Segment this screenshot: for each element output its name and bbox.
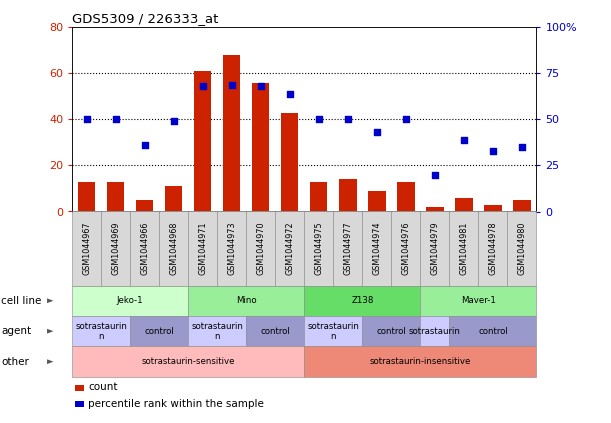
Text: Maver-1: Maver-1 [461, 296, 496, 305]
Text: GSM1044981: GSM1044981 [459, 222, 469, 275]
Point [401, 116, 411, 123]
Text: percentile rank within the sample: percentile rank within the sample [88, 398, 264, 409]
Bar [484, 205, 502, 212]
Point [372, 129, 382, 136]
Text: control: control [260, 327, 290, 336]
Point [82, 116, 92, 123]
Bar [252, 83, 269, 212]
Text: GSM1044970: GSM1044970 [256, 222, 265, 275]
Point [459, 136, 469, 143]
Bar [368, 191, 386, 212]
Bar [426, 207, 444, 212]
Text: Z138: Z138 [351, 296, 373, 305]
Bar [397, 181, 414, 212]
Text: GSM1044975: GSM1044975 [314, 222, 323, 275]
Text: Mino: Mino [236, 296, 257, 305]
Text: GDS5309 / 226333_at: GDS5309 / 226333_at [72, 12, 219, 25]
Text: GSM1044974: GSM1044974 [372, 222, 381, 275]
Bar [455, 198, 473, 212]
Point [140, 142, 150, 148]
Text: sotrastaurin
n: sotrastaurin n [307, 321, 359, 341]
Point [111, 116, 120, 123]
Point [517, 144, 527, 151]
Point [314, 116, 324, 123]
Text: control: control [144, 327, 174, 336]
Bar [281, 113, 299, 212]
Text: Jeko-1: Jeko-1 [117, 296, 144, 305]
Bar [165, 186, 182, 212]
Point [488, 147, 498, 154]
Point [430, 171, 440, 178]
Text: GSM1044979: GSM1044979 [430, 222, 439, 275]
Bar [310, 181, 327, 212]
Text: GSM1044976: GSM1044976 [401, 222, 411, 275]
Text: GSM1044978: GSM1044978 [488, 222, 497, 275]
Bar [78, 181, 95, 212]
Point [285, 91, 295, 97]
Bar [194, 71, 211, 212]
Point [198, 83, 208, 90]
Text: GSM1044971: GSM1044971 [198, 222, 207, 275]
Bar [339, 179, 356, 212]
Text: GSM1044980: GSM1044980 [518, 222, 527, 275]
Point [256, 83, 266, 90]
Text: GSM1044977: GSM1044977 [343, 222, 353, 275]
Text: control: control [376, 327, 406, 336]
Text: count: count [88, 382, 117, 393]
Bar [136, 200, 153, 212]
Point [227, 81, 236, 88]
Bar [107, 181, 125, 212]
Text: sotrastaurin-insensitive: sotrastaurin-insensitive [370, 357, 471, 366]
Text: sotrastaurin
n: sotrastaurin n [75, 321, 127, 341]
Text: GSM1044973: GSM1044973 [227, 222, 236, 275]
Text: control: control [478, 327, 508, 336]
Text: GSM1044972: GSM1044972 [285, 222, 295, 275]
Bar [513, 200, 530, 212]
Text: agent: agent [1, 326, 31, 336]
Text: GSM1044969: GSM1044969 [111, 222, 120, 275]
Text: GSM1044968: GSM1044968 [169, 222, 178, 275]
Text: sotrastaurin: sotrastaurin [409, 327, 461, 336]
Text: sotrastaurin-sensitive: sotrastaurin-sensitive [141, 357, 235, 366]
Text: GSM1044966: GSM1044966 [140, 222, 149, 275]
Text: other: other [1, 357, 29, 367]
Point [169, 118, 178, 125]
Text: GSM1044967: GSM1044967 [82, 222, 91, 275]
Text: cell line: cell line [1, 296, 42, 306]
Bar [223, 55, 241, 212]
Text: sotrastaurin
n: sotrastaurin n [191, 321, 243, 341]
Point [343, 116, 353, 123]
